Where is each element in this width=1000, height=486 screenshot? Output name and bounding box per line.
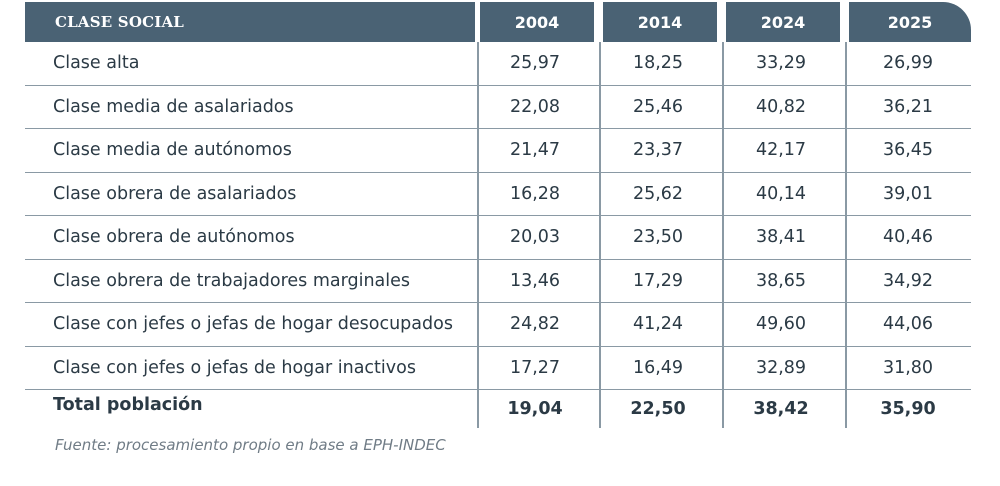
social-class-table: CLASE SOCIAL 2004 2014 2024 2025 Clase a… [25,2,971,428]
cell-2014: 25,62 [632,183,684,204]
cell-2025: 39,01 [882,183,934,204]
cell-2024: 40,82 [755,96,807,117]
cell-2024: 33,29 [755,53,807,74]
row-label: Clase media de autónomos [53,140,292,161]
cell-2014: 25,46 [632,96,684,117]
header-clase-social: CLASE SOCIAL [25,2,475,42]
cell-2025: 31,80 [882,357,934,378]
total-label: Total población [53,395,203,415]
total-row: Total población 19,04 22,50 38,42 35,90 [25,390,971,428]
cell-2025: 26,99 [882,53,934,74]
cell-2025: 40,46 [882,227,934,248]
row-label: Clase obrera de trabajadores marginales [53,270,411,291]
table-row: Clase media de autónomos 21,47 23,37 42,… [25,129,971,173]
source-note: Fuente: procesamiento propio en base a E… [55,436,446,454]
cell-2025: 36,21 [882,96,934,117]
table-row: Clase obrera de trabajadores marginales … [25,259,971,303]
total-2024: 38,42 [753,399,809,419]
cell-2025: 36,45 [882,140,934,161]
row-label: Clase con jefes o jefas de hogar inactiv… [53,357,416,378]
cell-2024: 40,14 [755,183,807,204]
table-row: Clase con jefes o jefas de hogar inactiv… [25,346,971,390]
table-row: Clase con jefes o jefas de hogar desocup… [25,303,971,347]
cell-2004: 16,28 [509,183,561,204]
cell-2024: 38,41 [755,227,807,248]
cell-2024: 32,89 [755,357,807,378]
cell-2004: 22,08 [509,96,561,117]
table-header: CLASE SOCIAL 2004 2014 2024 2025 [25,2,971,42]
cell-2014: 41,24 [632,314,684,335]
table-row: Clase obrera de autónomos 20,03 23,50 38… [25,216,971,260]
cell-2004: 25,97 [509,53,561,74]
header-2014: 2014 [603,2,717,42]
cell-2014: 16,49 [632,357,684,378]
table-row: Clase alta 25,97 18,25 33,29 26,99 [25,42,971,86]
cell-2024: 42,17 [755,140,807,161]
total-2025: 35,90 [880,399,936,419]
cell-2014: 18,25 [632,53,684,74]
table-row: Clase obrera de asalariados 16,28 25,62 … [25,172,971,216]
cell-2024: 38,65 [755,270,807,291]
header-2004: 2004 [480,2,594,42]
cell-2025: 44,06 [882,314,934,335]
cell-2014: 23,37 [632,140,684,161]
cell-2014: 17,29 [632,270,684,291]
cell-2014: 23,50 [632,227,684,248]
header-2024: 2024 [726,2,840,42]
row-label: Clase obrera de autónomos [53,227,295,248]
header-2025: 2025 [849,2,971,42]
cell-2004: 13,46 [509,270,561,291]
row-label: Clase con jefes o jefas de hogar desocup… [53,314,453,335]
total-2004: 19,04 [507,399,563,419]
row-label: Clase obrera de asalariados [53,183,297,204]
cell-2025: 34,92 [882,270,934,291]
cell-2004: 20,03 [509,227,561,248]
cell-2004: 17,27 [509,357,561,378]
total-2014: 22,50 [630,399,686,419]
table-row: Clase media de asalariados 22,08 25,46 4… [25,85,971,129]
cell-2004: 21,47 [509,140,561,161]
row-label: Clase alta [53,53,140,74]
row-label: Clase media de asalariados [53,96,294,117]
cell-2024: 49,60 [755,314,807,335]
cell-2004: 24,82 [509,314,561,335]
